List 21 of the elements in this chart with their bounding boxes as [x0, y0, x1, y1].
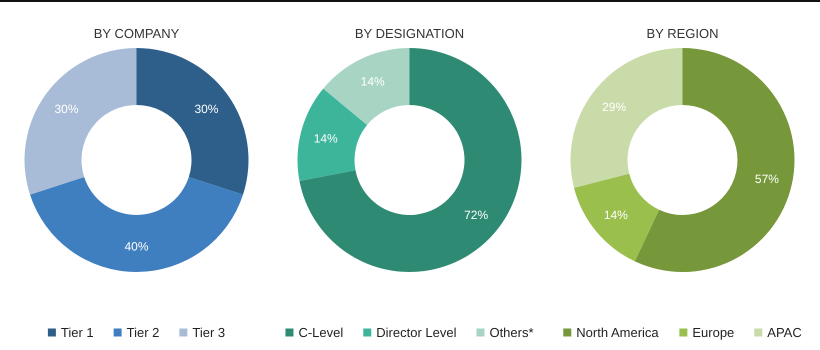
data-label: 57%: [754, 172, 780, 186]
legend-label: North America: [576, 325, 660, 340]
chart-title: BY REGION: [646, 26, 719, 41]
legend-label: Tier 3: [192, 325, 226, 340]
legend-label: APAC: [767, 325, 802, 340]
legend-label: Europe: [692, 325, 734, 340]
data-label: 72%: [464, 208, 488, 222]
data-label: 14%: [360, 74, 385, 89]
data-label: 30%: [54, 102, 79, 116]
data-label: 14%: [314, 131, 338, 146]
legend-label: Director Level: [376, 325, 457, 340]
legend-label: Tier 1: [60, 325, 94, 340]
legend-label: Others*: [489, 325, 534, 340]
legend-label: Tier 2: [126, 325, 160, 340]
legend-label: C-Level: [298, 325, 344, 340]
chart-title: BY COMPANY: [94, 26, 180, 41]
chart-title: BY DESIGNATION: [354, 26, 464, 41]
data-label: 29%: [602, 100, 626, 114]
data-label: 14%: [604, 208, 628, 222]
data-label: 40%: [124, 240, 149, 254]
data-label: 30%: [194, 102, 219, 116]
